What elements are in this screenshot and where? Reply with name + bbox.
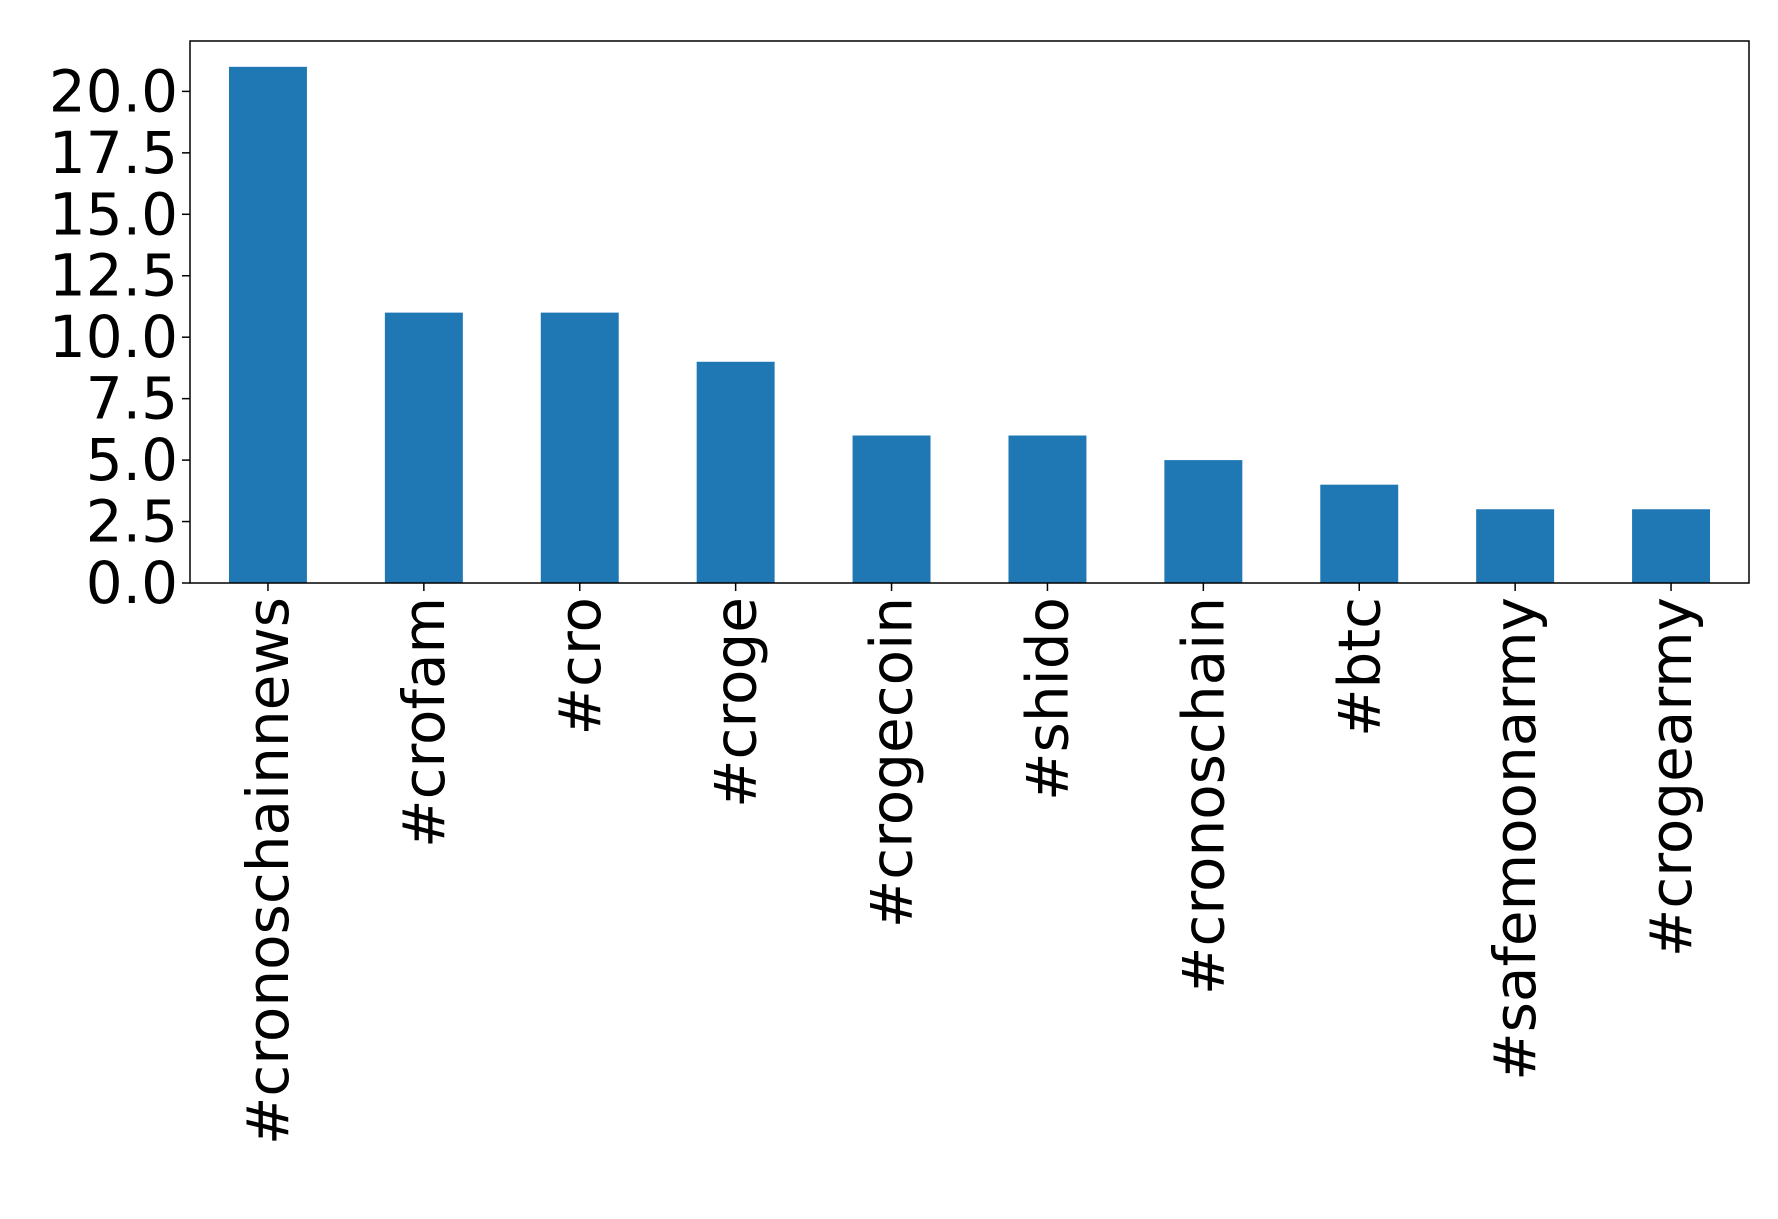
x-tick-label: #crofam (390, 597, 458, 848)
x-tick-label: #cronoschain (1169, 597, 1237, 995)
x-tick-label: #safemoonarmy (1481, 597, 1549, 1081)
bar (540, 312, 619, 583)
plot-frame (189, 40, 1750, 584)
bar (1632, 509, 1711, 583)
y-tick-label: 20.0 (49, 57, 178, 125)
x-tick-label: #crogecoin (858, 597, 926, 928)
bar (1008, 435, 1087, 583)
y-tick-label: 12.5 (49, 242, 178, 310)
bar (228, 66, 307, 584)
bar (852, 435, 931, 583)
x-tick-label: #btc (1325, 597, 1393, 737)
bar (1164, 460, 1243, 583)
y-tick-label: 15.0 (49, 180, 178, 248)
y-tick-label: 0.0 (86, 549, 178, 617)
x-tick-label: #cro (546, 597, 614, 736)
bar (1320, 484, 1399, 583)
x-tick-label: #shido (1013, 597, 1081, 801)
y-tick-label: 10.0 (49, 303, 178, 371)
y-tick-label: 7.5 (86, 365, 178, 433)
bar (384, 312, 463, 583)
bar (1476, 509, 1555, 583)
y-tick-label: 5.0 (86, 426, 178, 494)
x-tick-label: #crogearmy (1637, 597, 1705, 957)
y-tick-label: 2.5 (86, 488, 178, 556)
x-tick-label: #croge (702, 597, 770, 808)
y-tick-label: 17.5 (49, 119, 178, 187)
x-tick-label: #cronoschainnews (234, 597, 302, 1145)
bar (696, 361, 775, 583)
